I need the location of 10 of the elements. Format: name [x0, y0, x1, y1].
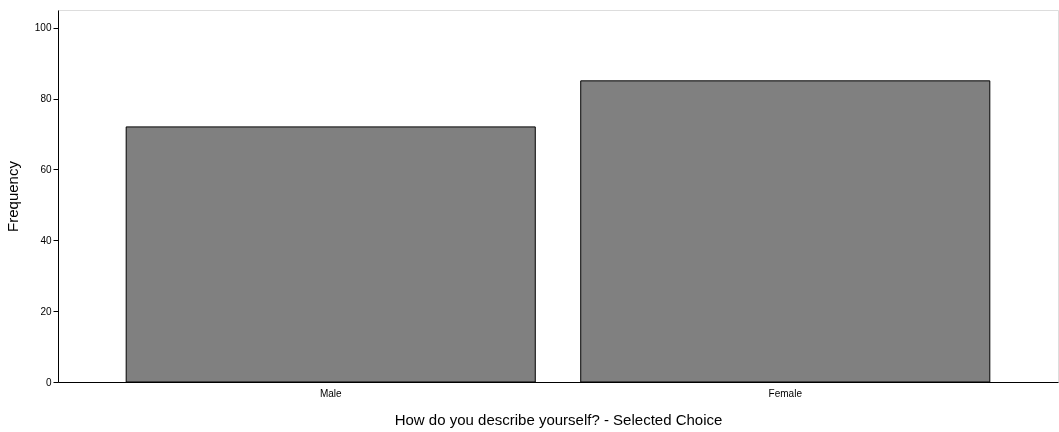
y-tick-label: 20 — [40, 305, 52, 317]
x-tick-label: Female — [768, 387, 803, 399]
y-tick-label: 40 — [40, 234, 52, 246]
x-tick-label: Male — [319, 387, 342, 399]
y-tick-label: 0 — [45, 376, 52, 388]
x-axis-title: How do you describe yourself? - Selected Choice — [394, 410, 723, 428]
y-tick-label: 60 — [40, 163, 52, 175]
y-tick-label: 80 — [40, 93, 52, 105]
y-tick-label: 100 — [34, 22, 52, 34]
y-axis-title: Frequency — [3, 160, 21, 232]
